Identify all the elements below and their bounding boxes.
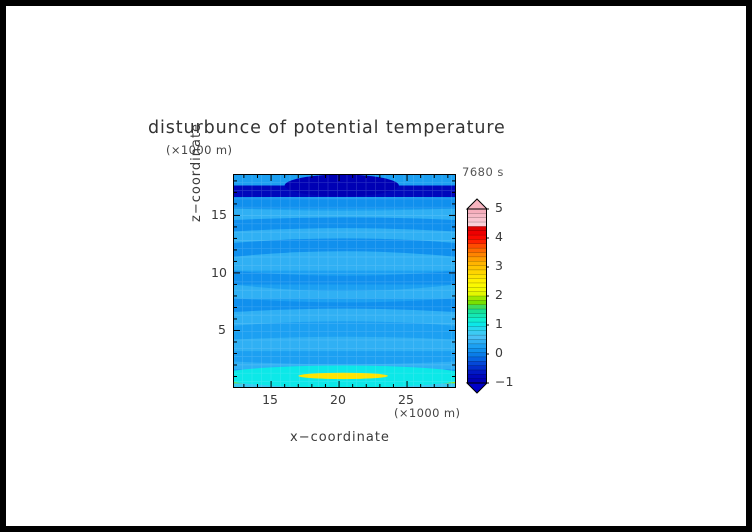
contour-field xyxy=(233,174,456,389)
colorbar-tick-label: 1 xyxy=(495,316,503,331)
y-tick-label: 5 xyxy=(218,322,226,338)
page-title: disturbunce of potential temperature xyxy=(148,118,506,138)
x-axis-title: x−coordinate xyxy=(290,430,390,445)
x-axis-unit-label: (×1000 m) xyxy=(394,406,461,420)
colorbar-tick-label: 5 xyxy=(495,200,503,215)
contour-plot xyxy=(233,174,456,389)
colorbar-tick-label: 4 xyxy=(495,229,503,244)
colorbar-tick-label: 0 xyxy=(495,345,503,360)
colorbar-gradient xyxy=(465,198,491,394)
colorbar-tick-label: −1 xyxy=(495,374,514,389)
x-tick-label: 20 xyxy=(330,392,346,407)
y-axis-title: z−coordinate xyxy=(189,122,204,222)
x-tick-label: 15 xyxy=(262,392,278,407)
y-tick-label: 15 xyxy=(211,207,227,223)
y-tick-label: 10 xyxy=(211,264,227,280)
colorbar-tick-label: 3 xyxy=(495,258,503,273)
y-axis-unit-label: (×1000 m) xyxy=(166,143,233,157)
x-tick-label: 25 xyxy=(398,392,414,407)
figure-canvas: disturbunce of potential temperature (×1… xyxy=(6,6,746,526)
colorbar-tick-label: 2 xyxy=(495,287,503,302)
time-annotation: 7680 s xyxy=(462,165,504,179)
colorbar xyxy=(465,198,491,394)
